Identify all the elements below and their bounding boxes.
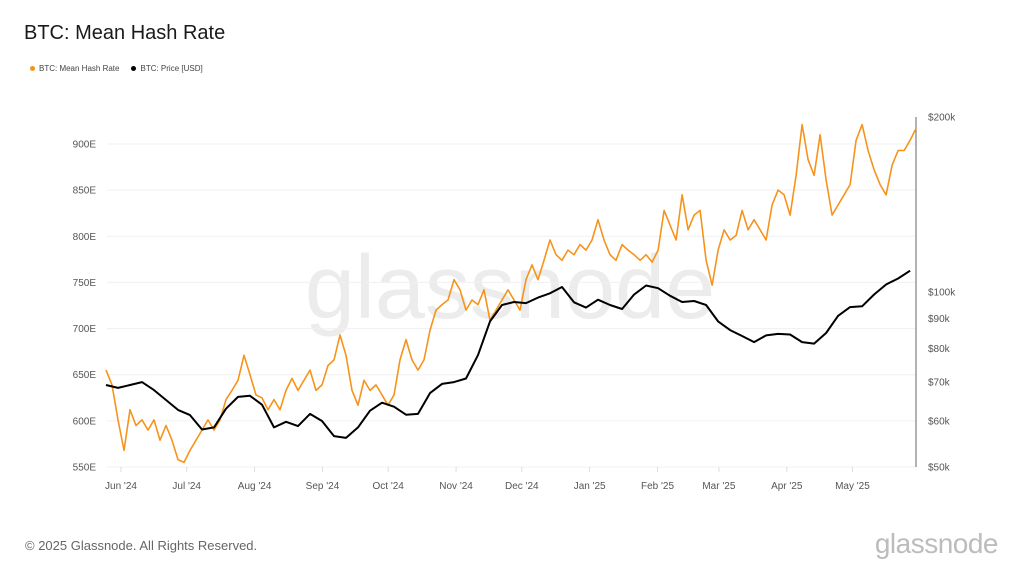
legend-label: BTC: Price [USD] [140, 64, 203, 73]
x-axis-tick-label: Feb '25 [641, 481, 674, 492]
glassnode-logo: glassnode [874, 528, 999, 559]
x-axis-tick-label: Nov '24 [439, 481, 473, 492]
legend: BTC: Mean Hash Rate BTC: Price [USD] [30, 64, 203, 73]
chart-title: BTC: Mean Hash Rate [24, 22, 226, 44]
left-axis-tick-label: 800E [73, 232, 97, 243]
x-axis-tick-label: Jul '24 [172, 481, 201, 492]
x-axis-tick-label: May '25 [835, 481, 870, 492]
copyright: © 2025 Glassnode. All Rights Reserved. [25, 538, 258, 553]
orange-dot-icon [30, 66, 35, 71]
right-axis-tick-label: $50k [928, 463, 951, 474]
legend-item-hash-rate[interactable]: BTC: Mean Hash Rate [30, 64, 119, 73]
right-axis-tick-label: $90k [928, 314, 951, 325]
price-line [105, 269, 911, 439]
x-axis-tick-label: Dec '24 [505, 481, 539, 492]
left-axis-tick-label: 850E [73, 186, 97, 197]
x-axis-tick-label: Aug '24 [238, 481, 272, 492]
left-axis-tick-label: 700E [73, 324, 97, 335]
left-axis-tick-label: 750E [73, 278, 97, 289]
right-axis-tick-label: $200k [928, 113, 956, 124]
right-axis-tick-label: $100k [928, 288, 956, 299]
left-axis-tick-label: 600E [73, 416, 97, 427]
left-axis-tick-label: 900E [73, 140, 97, 151]
x-axis-tick-label: Apr '25 [771, 481, 803, 492]
right-axis-tick-label: $80k [928, 344, 951, 355]
hash-rate-line [105, 123, 917, 464]
x-axis-tick-label: Mar '25 [702, 481, 735, 492]
right-axis-tick-label: $60k [928, 416, 951, 427]
legend-label: BTC: Mean Hash Rate [39, 64, 120, 73]
x-axis-tick-label: Oct '24 [372, 481, 404, 492]
x-axis-tick-label: Jan '25 [574, 481, 606, 492]
legend-item-price[interactable]: BTC: Price [USD] [131, 64, 203, 73]
left-axis-tick-label: 550E [73, 463, 97, 474]
x-axis-tick-label: Jun '24 [105, 481, 137, 492]
right-axis-tick-label: $70k [928, 378, 951, 389]
black-dot-icon [131, 66, 137, 71]
left-axis-tick-label: 650E [73, 370, 97, 381]
x-axis-tick-label: Sep '24 [306, 481, 340, 492]
